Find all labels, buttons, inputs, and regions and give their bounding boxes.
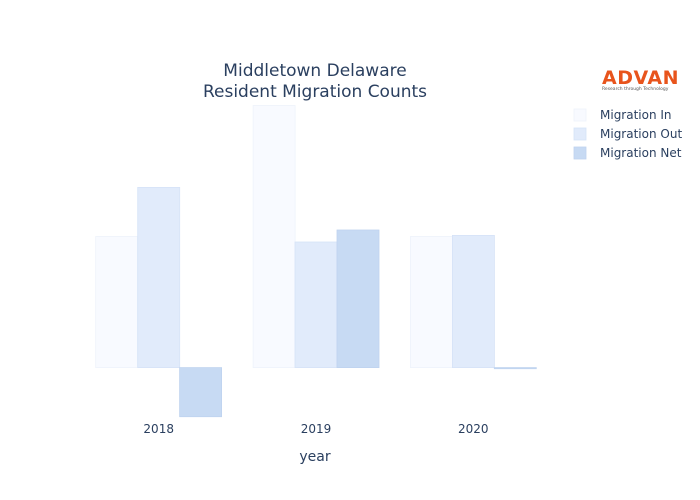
legend-label-migration-net[interactable]: Migration Net xyxy=(600,146,682,160)
x-axis-title: year xyxy=(299,449,330,465)
advan-logo-wordmark: ADVAN xyxy=(602,67,679,89)
bar-migration-net-2019 xyxy=(336,229,380,369)
legend-swatch-migration-in[interactable] xyxy=(573,108,587,122)
bar-migration-out-2019 xyxy=(294,241,338,368)
advan-logo-tagline: Research through Technology xyxy=(602,86,669,92)
bar-migration-net-2020 xyxy=(493,367,537,370)
advan-logo: ADVAN Research through Technology xyxy=(602,67,679,92)
chart-title-line-2: Resident Migration Counts xyxy=(203,82,427,102)
bar-area xyxy=(95,105,537,418)
bar-migration-in-2018 xyxy=(95,236,139,369)
legend-label-migration-in[interactable]: Migration In xyxy=(600,108,672,122)
chart-title-line-1: Middletown Delaware xyxy=(223,61,406,81)
x-tick-label-2019: 2019 xyxy=(301,422,332,436)
legend: Migration In Migration Out Migration Net xyxy=(573,108,682,160)
legend-label-migration-out[interactable]: Migration Out xyxy=(600,127,682,141)
x-axis-ticks: 2018 2019 2020 xyxy=(143,422,488,436)
legend-swatch-migration-out[interactable] xyxy=(573,127,587,141)
bar-migration-net-2018 xyxy=(179,367,223,418)
bar-migration-in-2020 xyxy=(409,236,453,369)
bar-migration-out-2018 xyxy=(137,186,181,368)
bar-migration-out-2020 xyxy=(451,234,495,368)
legend-swatch-migration-net[interactable] xyxy=(573,146,587,160)
x-tick-label-2018: 2018 xyxy=(143,422,174,436)
bar-migration-in-2019 xyxy=(252,105,296,369)
x-tick-label-2020: 2020 xyxy=(458,422,489,436)
